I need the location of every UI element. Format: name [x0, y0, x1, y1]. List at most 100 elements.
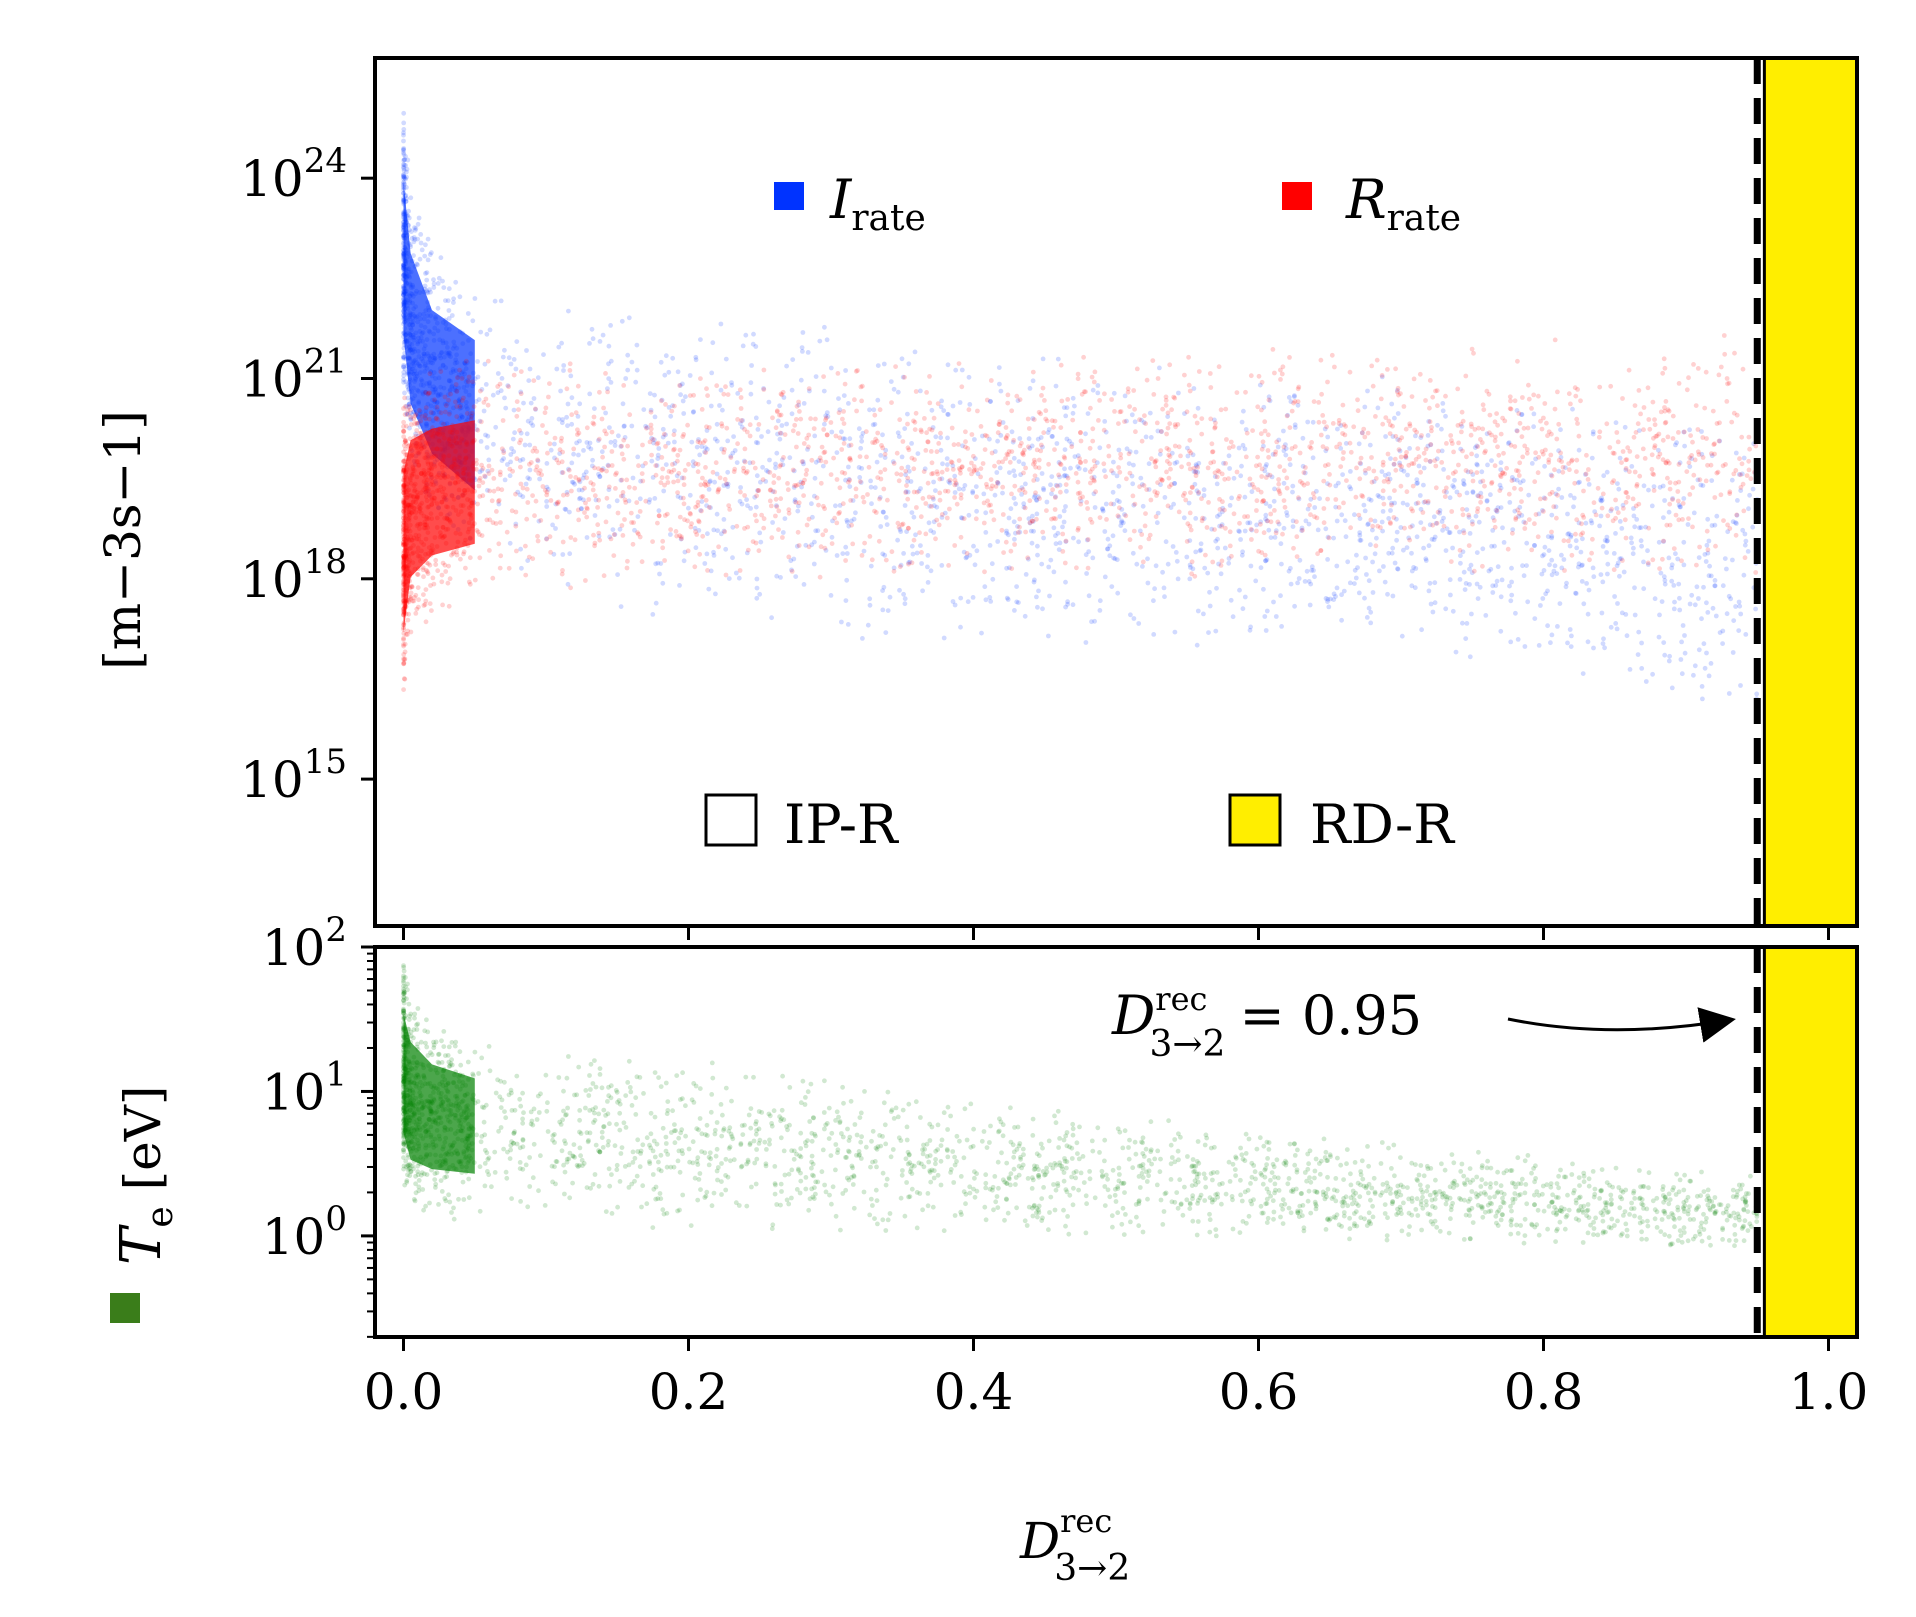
r-rate-point [1460, 418, 1466, 424]
r-rate-point [404, 423, 409, 429]
r-rate-point [654, 441, 660, 447]
r-rate-point [1374, 357, 1380, 363]
r-rate-point [1519, 434, 1525, 440]
r-rate-point [1412, 427, 1418, 433]
r-rate-point [1327, 482, 1333, 488]
r-rate-point [1666, 408, 1672, 414]
i-rate-point [1730, 557, 1735, 563]
r-rate-point [792, 422, 798, 428]
i-rate-point [1724, 566, 1729, 572]
i-rate-point [1435, 422, 1440, 428]
r-rate-point [1597, 384, 1603, 390]
i-rate-point [503, 405, 509, 411]
r-rate-point [1033, 490, 1038, 496]
r-rate-point [1211, 459, 1217, 465]
r-rate-point [1656, 431, 1662, 437]
r-rate-point [721, 391, 727, 397]
i-rate-point [1405, 472, 1410, 478]
r-rate-point [496, 499, 501, 504]
i-rate-point [868, 563, 874, 569]
i-rate-point [616, 433, 621, 439]
r-rate-point [1448, 559, 1454, 564]
i-rate-point [945, 362, 951, 368]
i-rate-point [1220, 509, 1225, 515]
r-rate-point [606, 463, 611, 469]
i-rate-point [1122, 393, 1128, 399]
i-rate-point [779, 423, 785, 428]
r-rate-point [1720, 463, 1726, 469]
r-rate-point [1307, 502, 1312, 508]
i-rate-point [1217, 523, 1222, 529]
i-rate-point [1580, 671, 1586, 676]
r-rate-point [1680, 501, 1686, 506]
i-rate-point [1585, 639, 1591, 645]
i-rate-point [412, 225, 417, 231]
i-rate-point [401, 173, 406, 178]
i-rate-point [947, 480, 953, 486]
i-rate-point [778, 431, 784, 436]
r-rate-point [433, 557, 439, 563]
r-rate-point [1284, 413, 1290, 419]
r-rate-point [1112, 409, 1117, 414]
i-rate-point [1041, 487, 1047, 493]
r-rate-point [672, 403, 677, 409]
i-rate-point [1090, 387, 1096, 393]
i-rate-point [881, 361, 887, 367]
i-rate-point [655, 456, 661, 461]
i-rate-point [1261, 404, 1267, 410]
r-rate-point [1027, 498, 1033, 504]
i-rate-point [1201, 611, 1206, 617]
r-rate-point [981, 500, 987, 506]
r-rate-point [568, 474, 573, 479]
r-rate-point [927, 426, 933, 432]
i-rate-point [660, 426, 666, 432]
r-rate-point [1609, 506, 1614, 512]
i-rate-point [1057, 514, 1063, 519]
i-rate-point [566, 308, 571, 314]
i-rate-point [1015, 524, 1020, 529]
r-rate-point [506, 384, 511, 390]
r-rate-point [513, 509, 519, 515]
r-rate-point [1734, 412, 1740, 418]
r-rate-point [491, 476, 497, 481]
i-rate-point [1701, 584, 1706, 590]
i-rate-point [1134, 561, 1140, 567]
r-rate-point [1676, 517, 1682, 523]
i-rate-point [1154, 520, 1160, 526]
r-rate-point [1684, 469, 1690, 474]
r-rate-point [1635, 421, 1641, 427]
i-rate-point [1450, 608, 1456, 614]
r-rate-point [1552, 406, 1558, 412]
r-rate-point [984, 484, 990, 490]
i-rate-point [770, 489, 776, 494]
i-rate-point [1263, 464, 1268, 470]
i-rate-point [520, 494, 526, 500]
r-rate-point [1015, 530, 1021, 535]
i-rate-point [512, 430, 517, 436]
r-rate-point [1338, 464, 1344, 469]
r-rate-point [1336, 417, 1342, 423]
i-rate-point [1632, 612, 1638, 618]
r-rate-point [401, 642, 406, 647]
r-rate-point [590, 482, 596, 487]
r-rate-point [409, 583, 415, 589]
r-rate-point [1075, 371, 1081, 377]
r-rate-point [1311, 495, 1317, 501]
r-rate-point [834, 520, 840, 526]
i-rate-point [1299, 528, 1304, 533]
r-rate-point [1231, 511, 1237, 517]
r-rate-point [1403, 426, 1409, 432]
i-rate-point [1027, 445, 1033, 451]
r-rate-point [894, 450, 900, 456]
r-rate-point [1458, 421, 1464, 427]
r-rate-point [1262, 419, 1268, 425]
r-rate-point [544, 489, 550, 495]
i-rate-point [1193, 462, 1199, 467]
r-rate-point [1336, 505, 1342, 510]
i-rate-point [1474, 550, 1480, 555]
i-rate-point [909, 510, 915, 515]
r-rate-point [919, 429, 924, 435]
i-rate-point [1569, 633, 1574, 639]
r-rate-point [1254, 508, 1259, 513]
r-rate-point [1633, 503, 1639, 509]
